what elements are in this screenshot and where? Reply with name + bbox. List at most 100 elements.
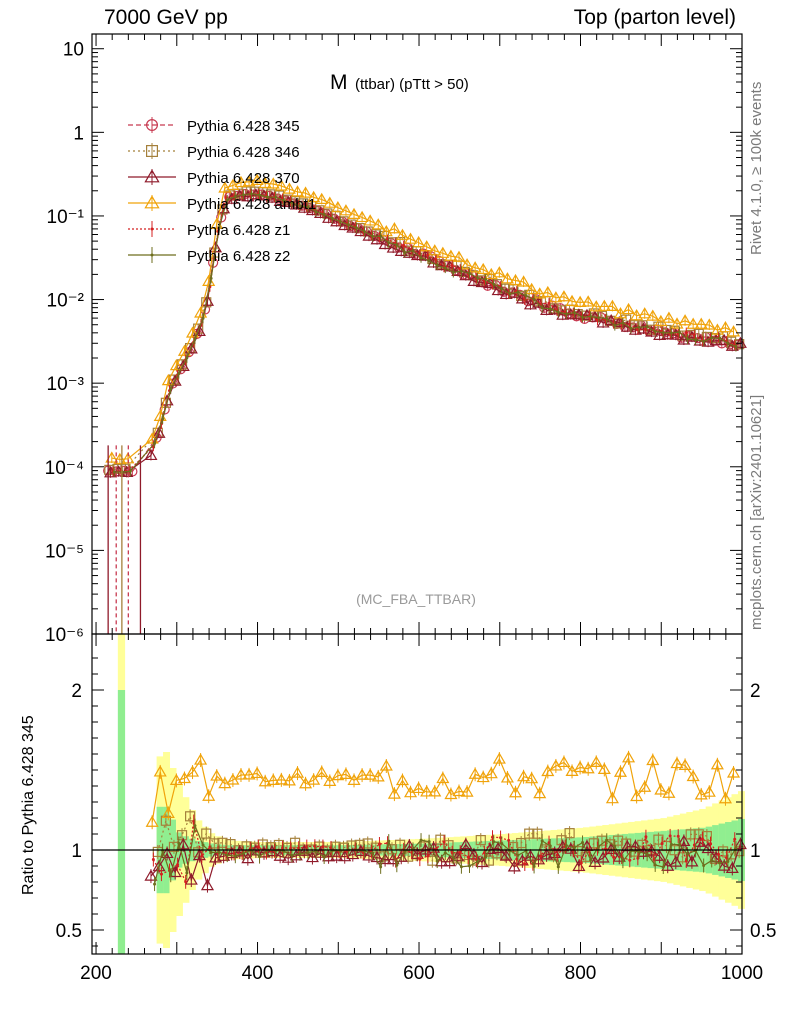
data-point [508,292,512,296]
data-point [339,767,353,779]
data-point [532,297,536,301]
data-point [144,195,160,209]
data-point [684,331,688,335]
data-point [589,300,603,312]
x-tick-label: 200 [80,963,112,984]
data-point [436,771,450,784]
data-point [322,212,326,216]
data-point [395,228,410,240]
data-point [209,276,213,280]
data-point [475,855,489,868]
data-point [686,317,700,329]
data-point [169,873,173,877]
data-point [483,842,497,855]
data-point [564,828,575,839]
data-point [218,181,232,193]
data-point [144,448,158,461]
rivet-label: Rivet 4.1.0, ≥ 100k events [748,81,765,255]
data-point [395,243,399,247]
data-point [428,785,442,797]
data-point [201,316,205,320]
data-point [556,310,560,314]
data-point [321,845,325,849]
data-point [734,345,738,349]
x-tick-label: 600 [403,963,435,984]
y-tick-label: 10⁻⁴ [45,458,84,479]
data-point [184,880,188,884]
data-point [113,452,127,465]
data-point [540,306,544,310]
data-point [306,205,310,209]
data-point [176,863,180,867]
data-point [144,169,160,183]
data-point [500,842,504,846]
data-point [299,186,313,198]
data-point [443,266,447,270]
data-point [630,789,644,802]
data-point [226,178,240,191]
band-outer-bin [117,634,126,690]
data-point [331,768,345,781]
data-point [733,837,747,850]
data-point [539,854,543,858]
data-point [523,298,537,310]
data-point [258,775,272,787]
data-point [323,774,337,786]
data-point [589,755,603,767]
data-point [193,337,197,341]
data-point [516,837,527,849]
data-point [176,838,190,850]
data-point [379,234,383,238]
data-point [726,325,741,337]
data-point [428,244,442,256]
data-point [379,224,393,237]
x-tick-label: 1000 [721,963,763,984]
data-point [306,850,310,854]
data-point [717,852,721,856]
data-point [677,330,681,334]
data-point [436,246,450,258]
data-point [185,326,200,338]
data-point [661,865,665,869]
data-point [686,769,700,782]
data-point [532,828,543,839]
data-point [718,861,722,865]
data-point [145,815,159,827]
data-point [419,838,423,842]
data-point [184,873,198,885]
data-point [151,858,155,862]
data-point [315,192,329,205]
data-point [394,244,408,257]
data-point [508,786,523,798]
data-point [653,330,657,334]
data-point [177,841,181,845]
data-point [581,315,585,319]
data-point [564,312,568,316]
data-point [734,846,738,850]
data-point [500,287,504,291]
data-point [459,837,473,850]
data-point [662,311,676,323]
data-point [460,785,474,797]
data-point [427,259,431,263]
data-point [733,837,737,841]
data-point [387,222,401,234]
y-tick-label: 10⁻⁶ [45,625,84,646]
data-point [604,842,618,855]
data-point [597,762,611,775]
data-point [161,373,175,386]
chart-title-sub: (ttbar) (pTtt > 50) [355,76,469,93]
data-point [411,249,415,253]
data-point [573,760,587,773]
data-point [524,828,535,839]
data-point [442,840,446,844]
data-point [451,270,455,274]
data-point [185,871,189,875]
data-point [412,781,426,794]
data-point [678,314,692,326]
data-point [613,765,628,777]
data-point [217,837,228,848]
data-point [217,850,221,854]
data-point [387,241,391,245]
data-point [363,214,377,226]
